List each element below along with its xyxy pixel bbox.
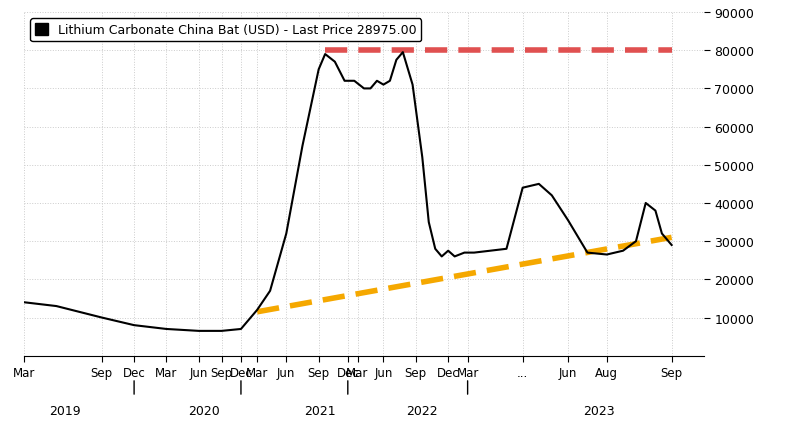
Text: 2023: 2023 — [582, 404, 614, 417]
Legend: Lithium Carbonate China Bat (USD) - Last Price 28975.00: Lithium Carbonate China Bat (USD) - Last… — [30, 19, 422, 42]
Text: 2022: 2022 — [406, 404, 438, 417]
Text: 2021: 2021 — [304, 404, 336, 417]
Text: 2020: 2020 — [188, 404, 220, 417]
Text: 2019: 2019 — [49, 404, 81, 417]
